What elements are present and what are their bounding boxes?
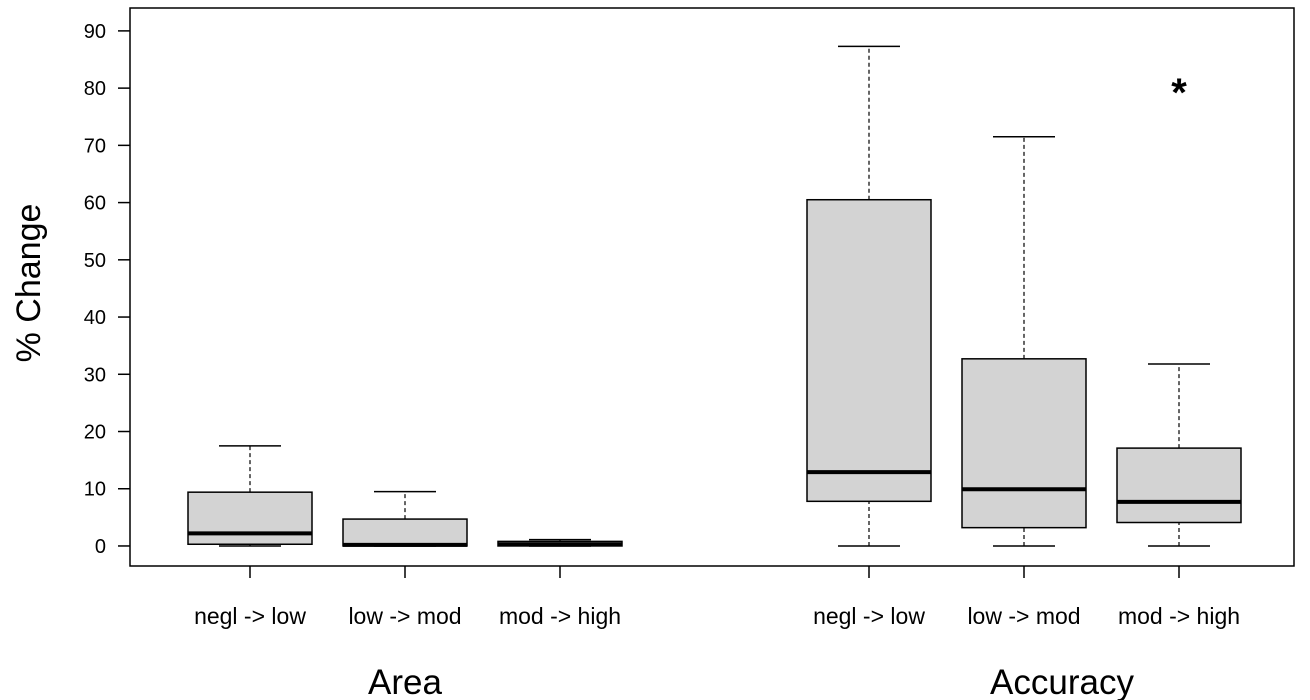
category-label: negl -> low <box>813 603 925 629</box>
y-tick-label: 80 <box>84 78 106 100</box>
y-tick-label: 40 <box>84 307 106 329</box>
y-tick-label: 0 <box>95 536 106 558</box>
y-axis-title: % Change <box>10 204 48 363</box>
iqr-box <box>187 491 313 546</box>
category-label: mod -> high <box>1118 603 1240 629</box>
iqr-box <box>961 358 1087 529</box>
y-axis: 0 10 20 30 40 50 60 70 80 90 <box>84 21 130 558</box>
boxes-layer <box>187 45 1242 547</box>
group-label: Area <box>368 663 442 700</box>
y-tick-label: 90 <box>84 21 106 43</box>
plot-frame <box>129 7 1295 567</box>
y-tick-label: 30 <box>84 364 106 386</box>
box-5 <box>961 136 1087 547</box>
category-label: negl -> low <box>194 603 306 629</box>
box-2 <box>342 490 468 547</box>
significance-annotation: * <box>1171 71 1187 115</box>
group-label: Accuracy <box>990 663 1134 700</box>
y-tick-label: 70 <box>84 135 106 157</box>
box-3 <box>497 538 623 547</box>
y-tick-label: 60 <box>84 193 106 215</box>
x-axis <box>249 566 1180 578</box>
box-6 <box>1116 363 1242 547</box>
y-tick-label: 10 <box>84 479 106 501</box>
y-tick-label: 20 <box>84 422 106 444</box>
labels-layer: negl -> low low -> mod mod -> high negl -> … <box>194 71 1240 700</box>
category-label: low -> mod <box>967 603 1080 629</box>
category-label: mod -> high <box>499 603 621 629</box>
box-4 <box>806 45 932 547</box>
iqr-box <box>806 198 932 503</box>
category-label: low -> mod <box>348 603 461 629</box>
box-1 <box>187 445 313 547</box>
y-tick-label: 50 <box>84 250 106 272</box>
iqr-box <box>342 518 468 547</box>
iqr-box <box>1116 447 1242 524</box>
